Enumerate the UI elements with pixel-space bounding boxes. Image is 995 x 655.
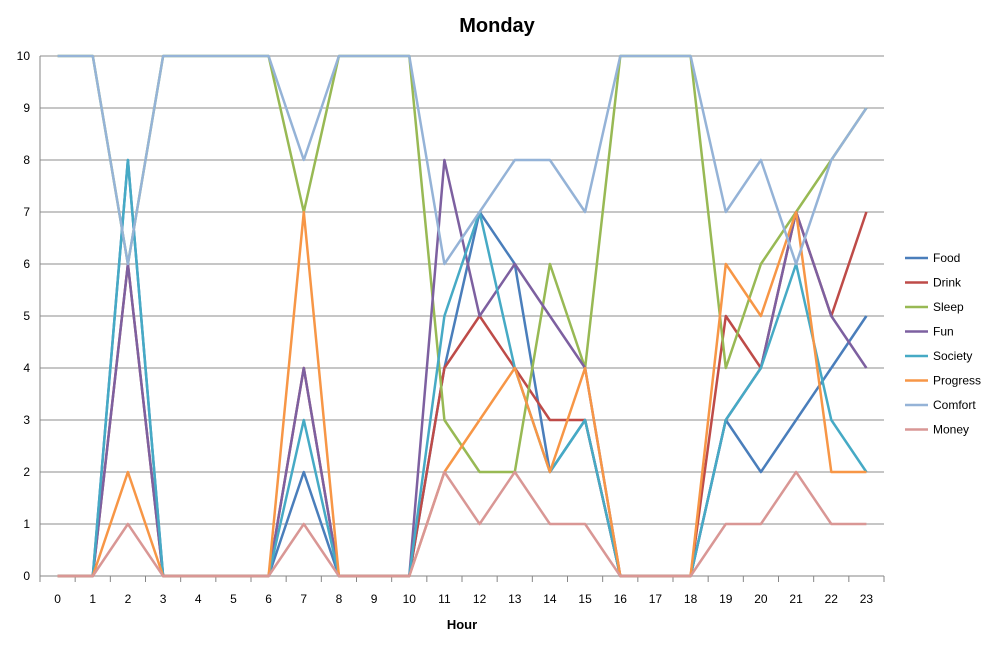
x-tick-label: 16 — [614, 592, 628, 606]
legend-label-food: Food — [933, 251, 960, 265]
y-tick-label: 8 — [23, 153, 30, 167]
legend-label-sleep: Sleep — [933, 300, 964, 314]
x-tick-label: 9 — [371, 592, 378, 606]
x-tick-label: 2 — [125, 592, 132, 606]
y-tick-label: 3 — [23, 413, 30, 427]
x-tick-label: 18 — [684, 592, 698, 606]
y-tick-label: 9 — [23, 101, 30, 115]
y-tick-label: 6 — [23, 257, 30, 271]
x-tick-label: 19 — [719, 592, 733, 606]
x-axis-label: Hour — [447, 617, 477, 632]
legend-label-money: Money — [933, 423, 969, 437]
y-tick-label: 5 — [23, 309, 30, 323]
legend-label-society: Society — [933, 349, 972, 363]
x-tick-label: 13 — [508, 592, 522, 606]
legend-label-drink: Drink — [933, 276, 962, 290]
x-tick-label: 6 — [265, 592, 272, 606]
x-tick-label: 10 — [403, 592, 417, 606]
x-tick-label: 14 — [543, 592, 557, 606]
legend-label-comfort: Comfort — [933, 398, 976, 412]
x-tick-label: 5 — [230, 592, 237, 606]
legend-label-fun: Fun — [933, 325, 954, 339]
series-line-comfort — [57, 54, 868, 266]
x-tick-label: 11 — [438, 592, 451, 606]
x-tick-label: 12 — [473, 592, 487, 606]
y-tick-label: 4 — [23, 361, 30, 375]
x-tick-label: 4 — [195, 592, 202, 606]
series-line-money — [57, 470, 867, 578]
x-tick-label: 23 — [860, 592, 874, 606]
x-tick-label: 0 — [54, 592, 61, 606]
x-tick-label: 1 — [89, 592, 96, 606]
y-tick-label: 1 — [23, 517, 30, 531]
y-tick-label: 2 — [23, 465, 30, 479]
x-tick-label: 7 — [300, 592, 307, 606]
legend: Food Drink Sleep Fun Society Progress Comfort M… — [905, 251, 981, 437]
x-tick-label: 20 — [754, 592, 768, 606]
legend-label-progress: Progress — [933, 374, 981, 388]
x-tick-label: 3 — [160, 592, 167, 606]
x-tick-label: 17 — [649, 592, 663, 606]
y-tick-label: 7 — [23, 205, 30, 219]
x-tick-label: 21 — [789, 592, 803, 606]
y-tick-label: 10 — [17, 49, 31, 63]
x-tick-label: 22 — [825, 592, 839, 606]
chart-title: Monday — [459, 15, 535, 37]
x-tick-label: 8 — [336, 592, 343, 606]
x-tick-label: 15 — [578, 592, 592, 606]
y-tick-label: 0 — [23, 569, 30, 583]
series-lines — [57, 54, 868, 578]
